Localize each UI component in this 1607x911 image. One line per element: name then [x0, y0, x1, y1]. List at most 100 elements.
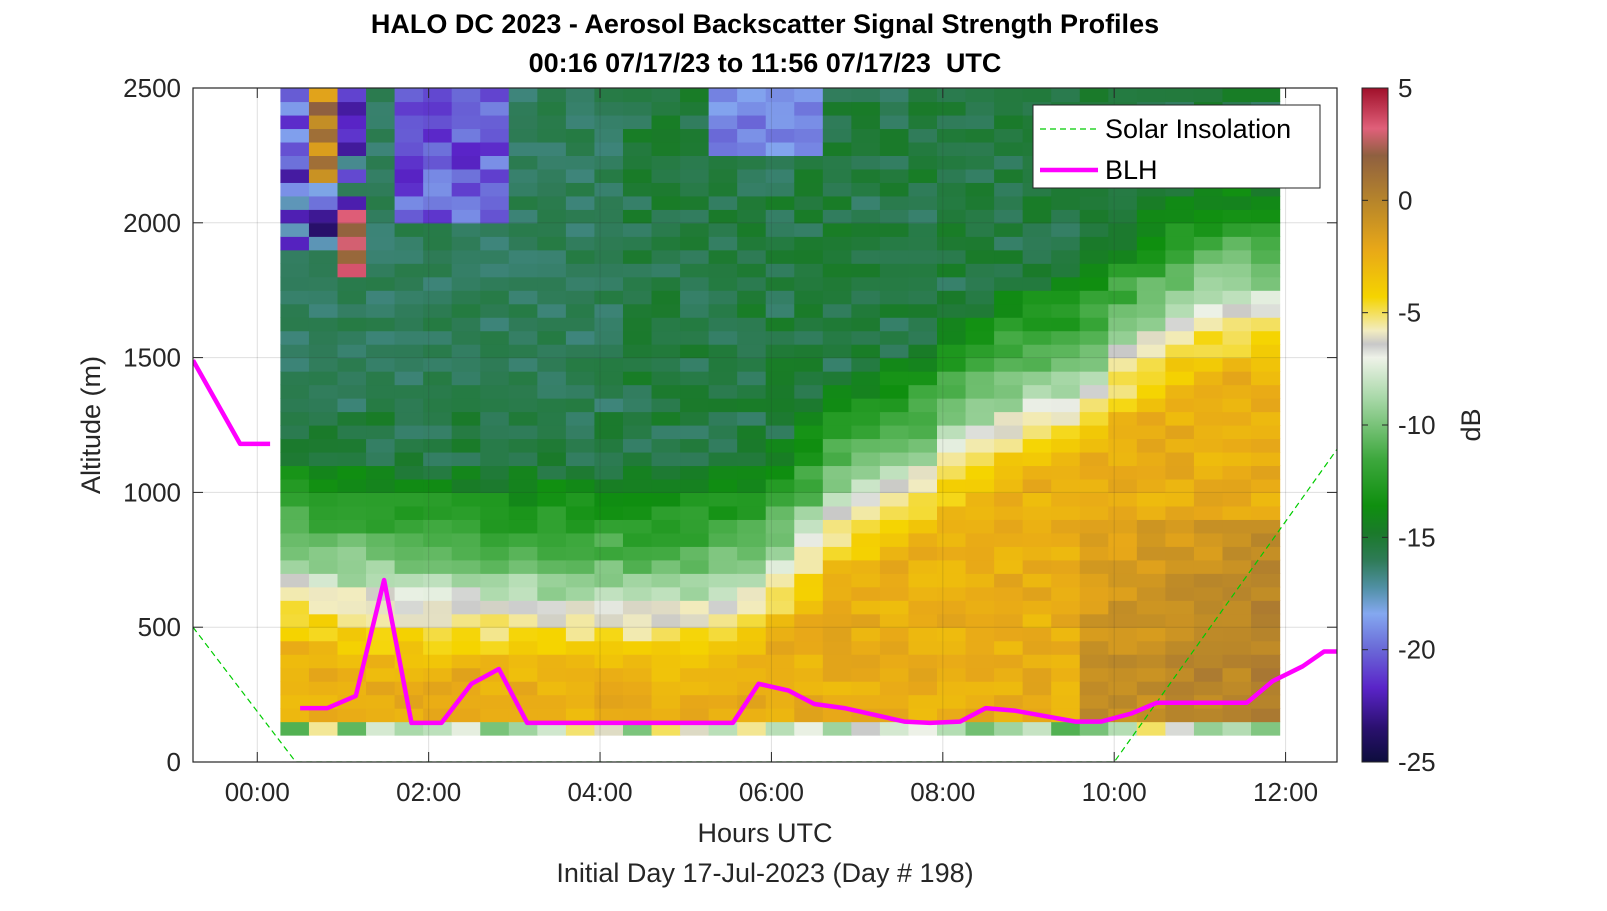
heatmap-cell — [937, 492, 967, 507]
heatmap-cell — [480, 681, 510, 696]
heatmap-cell — [737, 168, 767, 183]
heatmap-cell — [1136, 398, 1166, 413]
heatmap-cell — [480, 249, 510, 264]
heatmap-cell — [594, 451, 624, 467]
colorbar-tick-label: 5 — [1398, 73, 1412, 103]
heatmap-cell — [451, 425, 481, 440]
heatmap-cell — [366, 155, 396, 170]
heatmap-cell — [794, 532, 824, 547]
heatmap-cell — [565, 411, 596, 426]
heatmap-cell — [537, 519, 567, 534]
heatmap-cell — [508, 330, 538, 345]
heatmap-cell — [680, 681, 710, 696]
heatmap-cell — [1222, 249, 1252, 264]
heatmap-cell — [1051, 586, 1081, 601]
heatmap-cell — [765, 222, 795, 237]
heatmap-cell — [423, 586, 453, 601]
heatmap-cell — [622, 478, 653, 493]
heatmap-cell — [994, 681, 1024, 696]
heatmap-cell — [965, 303, 995, 318]
heatmap-cell — [1251, 640, 1281, 655]
heatmap-cell — [765, 667, 795, 682]
heatmap-cell — [680, 519, 710, 534]
heatmap-cell — [337, 290, 367, 305]
heatmap-cell — [423, 114, 453, 130]
heatmap-cell — [680, 371, 710, 386]
heatmap-cell — [280, 384, 310, 399]
heatmap-cell — [1165, 586, 1195, 601]
heatmap-cell — [994, 532, 1024, 547]
heatmap-cell — [708, 114, 738, 130]
heatmap-cell — [1251, 263, 1281, 278]
heatmap-cell — [908, 600, 938, 615]
heatmap-cell — [737, 546, 767, 561]
heatmap-cell — [1136, 263, 1166, 278]
heatmap-cell — [1022, 559, 1052, 574]
heatmap-cell — [680, 425, 710, 440]
x-axis-label: Hours UTC — [697, 818, 832, 848]
heatmap-cell — [794, 195, 824, 210]
heatmap-cell — [480, 344, 510, 359]
heatmap-cell — [594, 330, 624, 345]
heatmap-cell — [851, 357, 881, 372]
heatmap-cell — [537, 613, 567, 628]
heatmap-cell — [1165, 290, 1195, 305]
heatmap-cell — [280, 681, 310, 696]
heatmap-cell — [508, 640, 538, 655]
heatmap-cell — [1193, 505, 1224, 520]
heatmap-cell — [822, 586, 852, 601]
heatmap-cell — [879, 384, 910, 399]
heatmap-cell — [1251, 478, 1281, 493]
heatmap-cell — [680, 667, 710, 682]
heatmap-cell — [1222, 654, 1252, 669]
heatmap-cell — [480, 317, 510, 332]
heatmap-cell — [451, 168, 481, 183]
heatmap-cell — [1022, 357, 1052, 372]
heatmap-cell — [622, 371, 653, 386]
heatmap-cell — [1136, 195, 1166, 210]
heatmap-cell — [508, 411, 538, 426]
heatmap-cell — [680, 330, 710, 345]
heatmap-cell — [280, 708, 310, 723]
heatmap-cell — [622, 182, 653, 197]
heatmap-cell — [594, 586, 624, 601]
heatmap-cell — [1165, 88, 1195, 103]
heatmap-cell — [1022, 478, 1052, 493]
heatmap-cell — [366, 141, 396, 156]
heatmap-cell — [994, 505, 1024, 520]
heatmap-cell — [394, 195, 424, 210]
heatmap-cell — [537, 600, 567, 615]
heatmap-cell — [622, 613, 653, 628]
heatmap-cell — [308, 141, 339, 156]
heatmap-cell — [680, 640, 710, 655]
heatmap-cell — [822, 357, 852, 372]
heatmap-cell — [423, 681, 453, 696]
heatmap-cell — [337, 492, 367, 507]
heatmap-cell — [508, 654, 538, 669]
heatmap-cell — [765, 303, 795, 318]
heatmap-cell — [1079, 586, 1109, 601]
heatmap-cell — [565, 505, 596, 520]
heatmap-cell — [965, 357, 995, 372]
heatmap-cell — [1108, 573, 1138, 588]
heatmap-cell — [280, 586, 310, 601]
heatmap-cell — [565, 114, 596, 130]
heatmap-cell — [651, 425, 681, 440]
heatmap-cell — [480, 168, 510, 183]
heatmap-cell — [794, 478, 824, 493]
heatmap-cell — [1222, 532, 1252, 547]
heatmap-cell — [851, 694, 881, 709]
heatmap-cell — [937, 573, 967, 588]
heatmap-cell — [280, 600, 310, 615]
heatmap-cell — [879, 600, 910, 615]
heatmap-cell — [451, 182, 481, 197]
heatmap-cell — [1022, 681, 1052, 696]
heatmap-cell — [1022, 546, 1052, 561]
heatmap-cell — [508, 290, 538, 305]
heatmap-cell — [1108, 411, 1138, 426]
heatmap-cell — [1165, 505, 1195, 520]
heatmap-cell — [594, 519, 624, 534]
heatmap-cell — [622, 168, 653, 183]
heatmap-cell — [937, 465, 967, 480]
heatmap-cell — [737, 613, 767, 628]
